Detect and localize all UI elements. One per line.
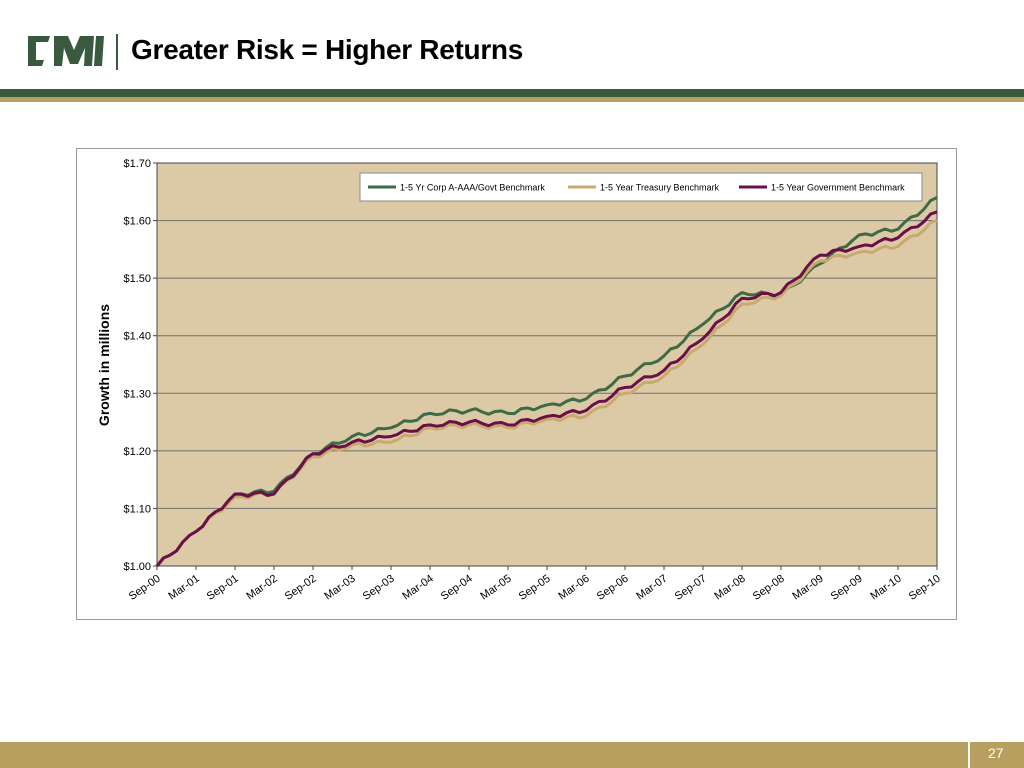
footer-divider [968, 742, 970, 768]
x-tick-label: Sep-02 [283, 573, 319, 603]
x-tick-label: Sep-01 [205, 573, 241, 603]
legend-label: 1-5 Year Government Benchmark [771, 183, 905, 193]
slide-title: Greater Risk = Higher Returns [131, 34, 523, 65]
y-tick-label: $1.20 [123, 446, 151, 458]
legend-label: 1-5 Yr Corp A-AAA/Govt Benchmark [400, 183, 545, 193]
y-axis-label: Growth in millions [96, 304, 112, 426]
legend-label: 1-5 Year Treasury Benchmark [600, 183, 720, 193]
x-tick-label: Mar-03 [322, 573, 357, 603]
x-tick-label: Sep-05 [517, 573, 553, 603]
header-gold-band [0, 97, 1024, 102]
x-tick-label: Mar-08 [712, 573, 747, 603]
y-tick-label: $1.70 [123, 158, 151, 170]
x-tick-label: Sep-03 [361, 573, 397, 603]
x-tick-label: Sep-00 [127, 573, 163, 603]
x-tick-label: Sep-07 [673, 573, 709, 603]
line-chart: $1.00 $1.10 $1.20 $1.30 $1.40 $1.50 $1.60 $1.70… [96, 158, 943, 603]
chart-legend: 1-5 Yr Corp A-AAA/Govt Benchmark 1-5 Year… [359, 172, 923, 202]
header-band [0, 89, 1024, 97]
x-tick-label: Mar-10 [868, 573, 903, 603]
x-tick-label: Sep-08 [751, 573, 787, 603]
x-tick-label: Mar-04 [400, 573, 435, 603]
legend-box [359, 172, 923, 202]
page-number: 27 [988, 745, 1004, 761]
x-tick-label: Sep-10 [907, 573, 943, 603]
x-tick-label: Sep-09 [829, 573, 865, 603]
y-tick-label: $1.60 [123, 216, 151, 228]
x-tick-label: Sep-06 [595, 573, 631, 603]
x-tick-label: Mar-01 [166, 573, 201, 603]
company-logo [24, 30, 124, 72]
x-tick-label: Mar-06 [556, 573, 591, 603]
x-tick-label: Sep-04 [439, 573, 475, 603]
chart-container: $1.00 $1.10 $1.20 $1.30 $1.40 $1.50 $1.60 $1.70… [76, 148, 957, 620]
footer-band [0, 742, 1024, 768]
x-tick-label: Mar-09 [790, 573, 825, 603]
y-tick-label: $1.10 [123, 503, 151, 515]
x-tick-label: Mar-05 [478, 573, 513, 603]
x-tick-label: Mar-02 [244, 573, 279, 603]
y-tick-label: $1.30 [123, 388, 151, 400]
plot-area [156, 162, 938, 567]
y-tick-label: $1.00 [123, 561, 151, 573]
x-tick-label: Mar-07 [634, 573, 669, 603]
y-tick-label: $1.40 [123, 331, 151, 343]
series-line-3 [155, 210, 938, 567]
y-tick-label: $1.50 [123, 273, 151, 285]
